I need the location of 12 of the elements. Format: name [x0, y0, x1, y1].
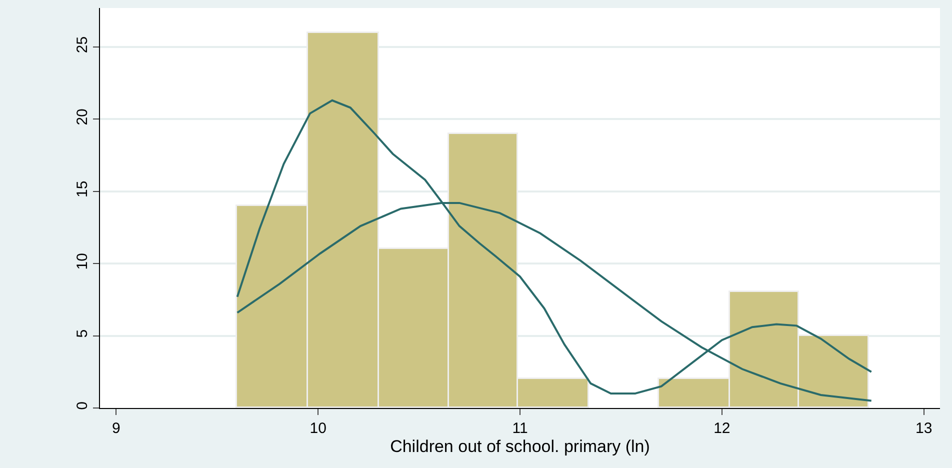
x-axis-title: Children out of school. primary (ln) — [390, 437, 650, 456]
y-tick-label: 20 — [74, 108, 91, 126]
x-tick-label: 9 — [112, 420, 120, 437]
x-tick-label: 13 — [916, 420, 932, 437]
y-tick-label: 10 — [74, 253, 91, 270]
y-tick-label: 0 — [74, 402, 91, 410]
y-tick-label: 5 — [74, 329, 91, 338]
x-tick-label: 10 — [310, 420, 326, 437]
y-tick-label: 25 — [74, 36, 91, 54]
y-tick-label: 15 — [74, 180, 91, 198]
x-tick-label: 12 — [714, 420, 730, 437]
x-tick-label: 11 — [512, 420, 528, 437]
